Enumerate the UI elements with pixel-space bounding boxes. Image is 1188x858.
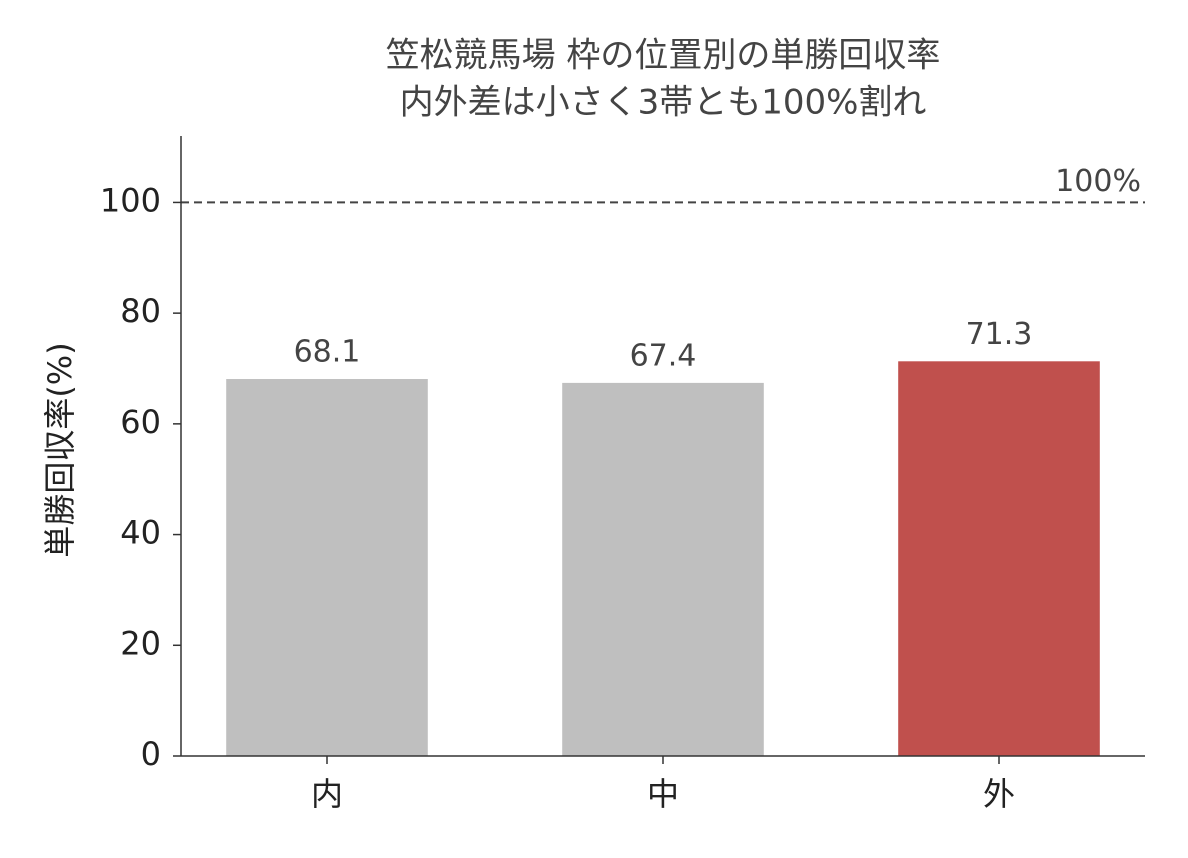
x-tick-label: 内 [311,775,343,813]
chart-title: 笠松競馬場 枠の位置別の単勝回収率 [386,36,941,76]
y-tick-label: 80 [120,292,161,330]
y-tick-label: 20 [120,624,161,662]
value-label: 71.3 [966,317,1033,352]
bar [898,361,1100,756]
bar [226,379,428,756]
reference-label: 100% [1055,164,1141,199]
y-tick-label: 0 [141,735,161,773]
bar [562,382,764,756]
value-label: 68.1 [294,335,361,370]
chart-subtitle: 内外差は小さく3帯とも100%割れ [400,83,927,123]
y-tick-label: 40 [120,514,161,552]
x-tick-label: 外 [983,775,1015,813]
x-tick-label: 中 [647,775,679,813]
y-tick-label: 100 [100,181,161,219]
value-label: 67.4 [630,338,697,373]
y-tick-label: 60 [120,403,161,441]
y-axis-label: 単勝回収率(%) [41,342,79,557]
